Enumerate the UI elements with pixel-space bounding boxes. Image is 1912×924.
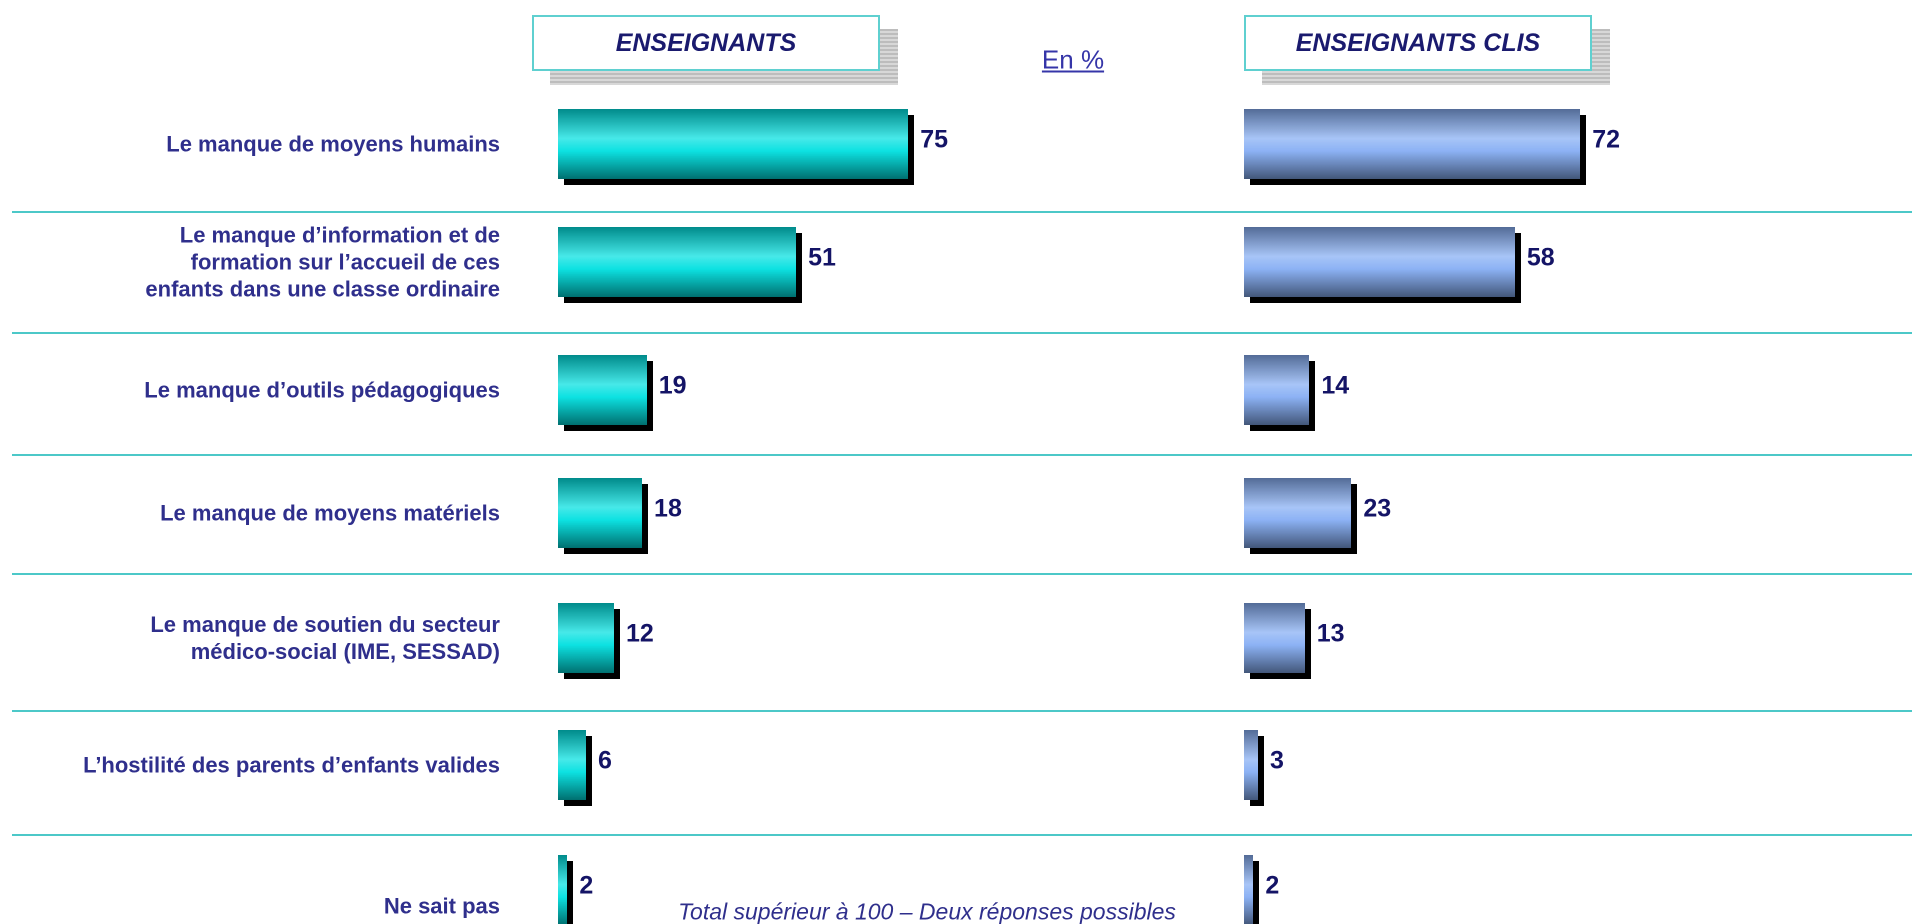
bar (1244, 478, 1352, 548)
value-label: 18 (654, 494, 682, 523)
bar (1244, 227, 1515, 297)
bar (1244, 855, 1254, 924)
value-label: 6 (598, 746, 612, 775)
bar (1244, 730, 1258, 800)
bar (558, 730, 587, 800)
value-label: 2 (1265, 871, 1280, 900)
series-header: ENSEIGNANTS (532, 15, 880, 71)
row-separator (12, 710, 1912, 712)
category-label: Le manque de moyens humains (166, 131, 500, 157)
category-label: Ne sait pas (383, 893, 500, 919)
value-label: 3 (1270, 746, 1284, 775)
series-header: ENSEIGNANTS CLIS (1244, 15, 1592, 71)
category-label: Le manque de soutien du secteur médico-s… (150, 612, 500, 664)
row-separator (12, 211, 1912, 213)
bar (558, 355, 647, 425)
value-label: 2 (579, 871, 594, 900)
value-label: 72 (1592, 125, 1621, 154)
category-label: Le manque d’information et de formation … (145, 222, 500, 302)
bar (558, 478, 643, 548)
value-label: 13 (1316, 619, 1345, 648)
category-label: L’hostilité des parents d’enfants valide… (83, 752, 500, 778)
value-label: 75 (920, 125, 949, 154)
value-label: 19 (658, 371, 687, 400)
row-separator (12, 454, 1912, 456)
row-separator (12, 834, 1912, 836)
bar (1244, 603, 1305, 673)
bar (1244, 109, 1581, 179)
bar (558, 603, 615, 673)
row-separator (12, 332, 1912, 334)
footnote: Total supérieur à 100 – Deux réponses po… (678, 898, 1176, 924)
value-label: 14 (1321, 371, 1350, 400)
value-label: 12 (626, 619, 654, 648)
bar (558, 855, 568, 924)
value-label: 58 (1526, 243, 1555, 272)
value-label: 23 (1363, 494, 1392, 523)
category-label: Le manque de moyens matériels (160, 500, 500, 526)
bar (1244, 355, 1310, 425)
value-label: 51 (808, 243, 836, 272)
row-separator (12, 573, 1912, 575)
bar (558, 109, 909, 179)
bar (558, 227, 797, 297)
unit-label: En % (1041, 44, 1105, 75)
category-label: Le manque d’outils pédagogiques (144, 377, 500, 403)
